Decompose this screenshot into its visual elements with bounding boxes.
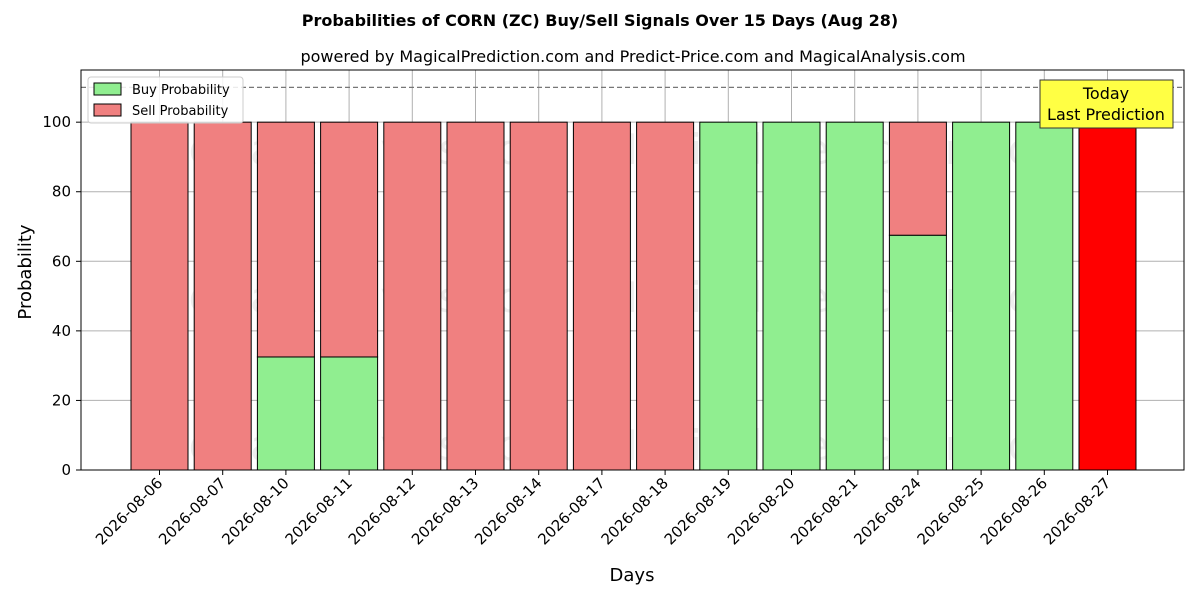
y-tick-label: 80 bbox=[52, 183, 71, 201]
x-tick-label: 2026-08-10 bbox=[218, 474, 292, 548]
bar-sell bbox=[572, 121, 631, 471]
x-tick-label: 2026-08-27 bbox=[1040, 474, 1114, 548]
bar-sell bbox=[446, 121, 505, 471]
bar-buy bbox=[320, 356, 379, 471]
bar-sell bbox=[130, 121, 189, 471]
x-tick-label: 2026-08-24 bbox=[850, 474, 924, 548]
bar-buy bbox=[825, 121, 884, 471]
x-tick-label: 2026-08-20 bbox=[724, 474, 798, 548]
x-tick-label: 2026-08-06 bbox=[92, 474, 166, 548]
bar-buy bbox=[1015, 121, 1074, 471]
x-tick-label: 2026-08-14 bbox=[471, 474, 545, 548]
x-tick-label: 2026-08-19 bbox=[661, 474, 735, 548]
legend: Buy Probability Sell Probability bbox=[87, 76, 244, 124]
bar-sell bbox=[636, 121, 695, 471]
plot-frame bbox=[80, 69, 1185, 471]
bar-sell bbox=[888, 121, 947, 236]
x-tick-label: 2026-08-12 bbox=[345, 474, 419, 548]
bar-sell bbox=[1078, 121, 1137, 471]
x-tick-label: 2026-08-25 bbox=[914, 474, 988, 548]
x-tick-label: 2026-08-21 bbox=[787, 474, 861, 548]
bar-buy bbox=[256, 356, 315, 471]
y-tick-label: 0 bbox=[61, 461, 71, 479]
bar-buy bbox=[888, 234, 947, 471]
legend-box bbox=[87, 76, 244, 124]
bar-buy bbox=[952, 121, 1011, 471]
x-tick-label: 2026-08-18 bbox=[598, 474, 672, 548]
today-annotation-line2: Last Prediction bbox=[1047, 105, 1165, 124]
bar-sell bbox=[193, 121, 252, 471]
chart-subtitle: powered by MagicalPrediction.com and Pre… bbox=[300, 47, 965, 66]
bar-sell bbox=[383, 121, 442, 471]
legend-label-buy: Buy Probability bbox=[132, 83, 230, 98]
x-axis-ticks: 2026-08-062026-08-072026-08-102026-08-11… bbox=[92, 470, 1114, 548]
bar-buy bbox=[699, 121, 758, 471]
x-tick-label: 2026-08-07 bbox=[155, 474, 229, 548]
y-tick-label: 60 bbox=[52, 252, 71, 270]
today-annotation: Today Last Prediction bbox=[1039, 79, 1174, 129]
bar-buy bbox=[762, 121, 821, 471]
legend-swatch-sell bbox=[93, 103, 122, 117]
y-axis-label: Probability bbox=[15, 224, 36, 319]
y-axis-ticks: 0 20 40 60 80 100 bbox=[42, 113, 81, 479]
bar-sell bbox=[320, 121, 379, 358]
x-axis-label: Days bbox=[610, 565, 655, 586]
today-annotation-line1: Today bbox=[1082, 84, 1129, 103]
bars bbox=[130, 121, 1137, 471]
legend-label-sell: Sell Probability bbox=[132, 104, 229, 119]
legend-swatch-buy bbox=[93, 82, 122, 96]
x-tick-label: 2026-08-13 bbox=[408, 474, 482, 548]
chart-title: Probabilities of CORN (ZC) Buy/Sell Sign… bbox=[302, 11, 899, 30]
y-tick-label: 40 bbox=[52, 322, 71, 340]
bar-sell bbox=[256, 121, 315, 358]
today-annotation-box bbox=[1039, 79, 1174, 129]
x-tick-label: 2026-08-11 bbox=[282, 474, 356, 548]
x-tick-label: 2026-08-17 bbox=[534, 474, 608, 548]
bar-sell bbox=[509, 121, 568, 471]
x-tick-label: 2026-08-26 bbox=[977, 474, 1051, 548]
y-tick-label: 100 bbox=[42, 113, 71, 131]
y-tick-label: 20 bbox=[52, 391, 71, 409]
